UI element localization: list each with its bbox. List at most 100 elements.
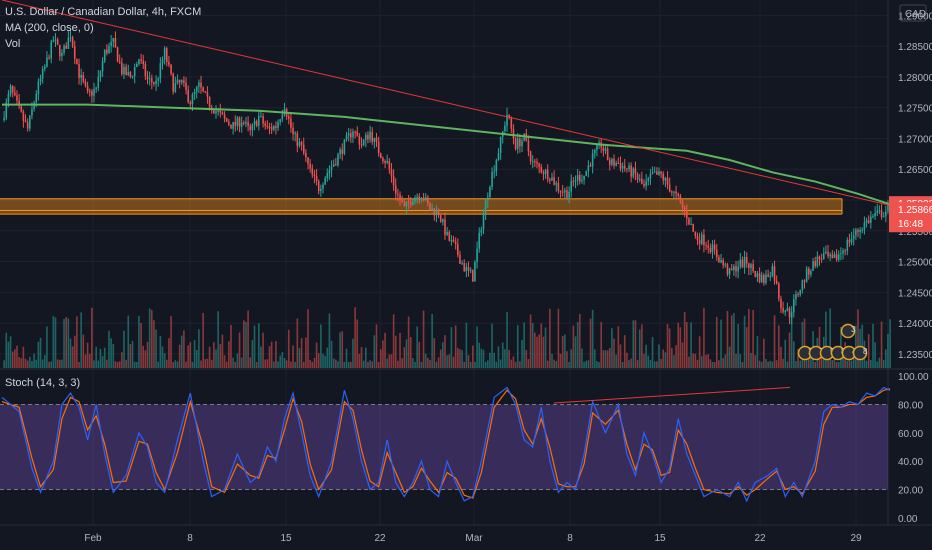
candle xyxy=(108,45,110,54)
volume-bar xyxy=(153,320,155,368)
volume-bar xyxy=(230,324,232,368)
volume-bar xyxy=(106,359,108,368)
candle xyxy=(183,80,185,83)
volume-bar xyxy=(294,361,296,368)
candle xyxy=(857,229,859,233)
volume-bar xyxy=(234,361,237,368)
candle xyxy=(606,148,609,161)
volume-bar xyxy=(850,360,853,368)
volume-bar xyxy=(403,347,406,368)
volume-bar xyxy=(405,339,408,368)
candle xyxy=(401,200,403,203)
candle xyxy=(178,79,181,83)
candle xyxy=(512,128,515,139)
candle xyxy=(174,83,177,92)
economic-event-icon[interactable] xyxy=(840,323,856,339)
volume-bar xyxy=(720,319,722,368)
ma-200-line[interactable] xyxy=(2,103,891,206)
candle xyxy=(812,261,814,271)
downtrend-line[interactable] xyxy=(1,0,929,215)
candle xyxy=(741,259,744,268)
volume-bar xyxy=(99,348,102,368)
candle xyxy=(161,59,164,64)
volume-bar xyxy=(136,361,138,368)
volume-bar xyxy=(619,344,622,368)
symbol-legend[interactable]: U.S. Dollar / Canadian Dollar, 4h, FXCM xyxy=(5,6,202,18)
candle xyxy=(476,248,478,262)
volume-bar xyxy=(765,358,767,368)
volume-legend[interactable]: Vol xyxy=(5,38,21,50)
volume-bar xyxy=(889,319,891,368)
candle xyxy=(679,195,682,202)
candle xyxy=(793,299,795,313)
candle xyxy=(52,40,55,42)
volume-bar xyxy=(534,332,536,368)
candle xyxy=(127,71,130,75)
volume-bar xyxy=(367,361,369,368)
volume-bar xyxy=(591,309,594,368)
candle xyxy=(234,122,237,126)
candle xyxy=(352,131,354,138)
candle xyxy=(39,78,42,82)
candle xyxy=(855,229,857,236)
price-tick-label: 1.23500 xyxy=(898,350,932,361)
candle xyxy=(270,127,273,130)
ma-legend[interactable]: MA (200, close, 0) xyxy=(5,22,94,34)
candle xyxy=(521,140,523,147)
candle xyxy=(110,41,112,46)
candle xyxy=(138,59,140,65)
volume-bar xyxy=(452,356,455,368)
stoch-legend[interactable]: Stoch (14, 3, 3) xyxy=(5,377,81,389)
volume-bar xyxy=(58,359,61,368)
candle xyxy=(553,177,555,185)
candle xyxy=(448,232,451,241)
volume-bar xyxy=(146,341,149,368)
volume-bar xyxy=(621,361,624,368)
volume-bar xyxy=(566,351,568,368)
stoch-k-line[interactable] xyxy=(1,386,891,503)
candle xyxy=(187,90,189,102)
candle xyxy=(820,259,823,261)
volume-bar xyxy=(157,361,160,368)
candle xyxy=(106,49,108,54)
candle xyxy=(628,165,630,170)
candle xyxy=(144,64,147,77)
candle xyxy=(861,229,864,231)
volume-bar xyxy=(345,348,348,368)
candle xyxy=(311,168,314,175)
candle xyxy=(384,161,386,163)
candle xyxy=(504,125,506,132)
candle xyxy=(148,78,151,80)
volume-bar xyxy=(880,321,883,368)
candle xyxy=(67,37,70,49)
candle xyxy=(63,45,65,53)
volume-bar xyxy=(245,321,247,368)
candle xyxy=(715,249,718,258)
candle xyxy=(375,137,378,142)
candle xyxy=(491,171,493,187)
volume-bar xyxy=(514,361,517,368)
candle xyxy=(431,208,433,211)
candle xyxy=(782,307,784,312)
volume-bar xyxy=(260,346,262,368)
candle xyxy=(315,175,318,182)
price-tick-label: 1.28500 xyxy=(898,42,932,53)
candle xyxy=(461,263,463,265)
candle xyxy=(397,193,399,195)
price-tick-label: 1.25500 xyxy=(898,227,932,238)
volume-bar xyxy=(641,324,643,368)
volume-bar xyxy=(401,358,403,368)
volume-bar xyxy=(84,354,87,368)
volume-bar xyxy=(200,360,202,368)
economic-event-icon[interactable] xyxy=(852,345,868,361)
stoch-divergence-line[interactable] xyxy=(553,386,791,404)
candle xyxy=(816,256,819,267)
volume-bar xyxy=(842,356,844,368)
candle xyxy=(767,274,769,277)
candle xyxy=(771,266,774,276)
last-price-tag xyxy=(889,202,932,233)
price-tick-label: 1.26500 xyxy=(898,165,932,176)
candle xyxy=(840,253,842,255)
volume-bar xyxy=(478,342,481,368)
